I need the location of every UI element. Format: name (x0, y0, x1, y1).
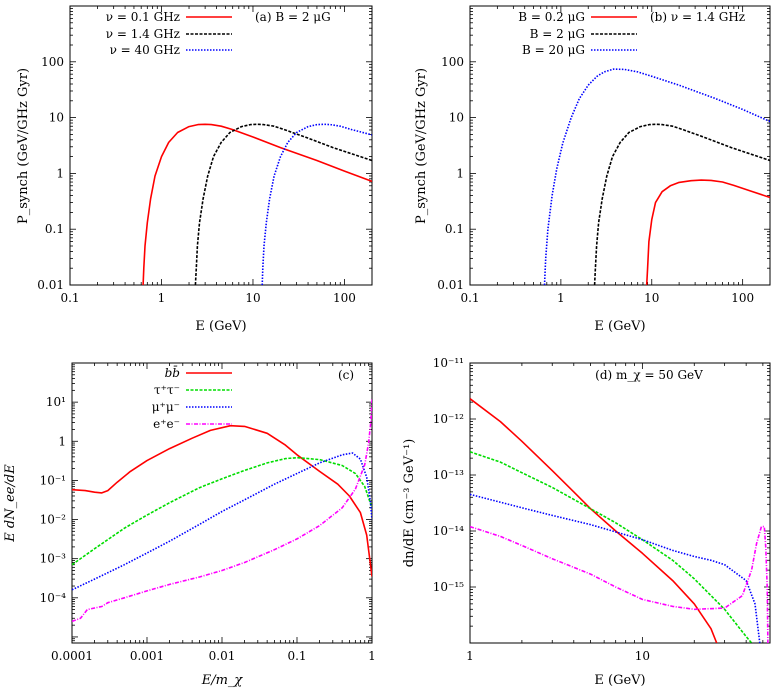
x-tick-label: 0.001 (130, 649, 164, 663)
series-line (72, 452, 372, 591)
y-tick-label: 1 (56, 166, 64, 180)
panel-title: (c) (338, 368, 354, 382)
x-tick-label: 1 (158, 291, 166, 305)
y-tick-label: 100 (441, 55, 464, 69)
y-tick-label: 1 (58, 434, 66, 448)
y-tick-label: 10 (49, 111, 64, 125)
x-axis-label: E/m_χ (201, 673, 244, 688)
x-tick-label: 1 (368, 649, 376, 663)
legend-label: ν = 40 GHz (110, 43, 180, 57)
y-tick-label: 100 (41, 55, 64, 69)
series-line (645, 179, 770, 285)
series-line (72, 424, 372, 577)
y-tick-label: 10⁻⁴ (40, 591, 67, 605)
panel-title: (b) ν = 1.4 GHz (650, 10, 745, 24)
plot-frame (69, 5, 373, 286)
y-tick-label: 0.1 (445, 222, 464, 236)
legend: B = 0.2 μG B = 2 μG B = 20 μG (518, 10, 637, 57)
y-tick-label: 0.01 (437, 278, 464, 292)
x-tick-label: 10 (644, 291, 659, 305)
y-tick-label: 0.01 (37, 278, 64, 292)
series-line (543, 68, 770, 285)
legend-label: μ⁺μ⁻ (152, 400, 180, 414)
panel-d: 1 10 10⁻¹⁵ 10⁻¹⁴ 10⁻¹³ 10⁻¹² 10⁻¹¹ (d) m_χ = 5… (402, 356, 771, 688)
panel-title: (d) m_χ = 50 GeV (595, 368, 703, 382)
series-line (72, 398, 372, 623)
y-tick-label: 10⁻¹¹ (433, 356, 464, 370)
y-axis-label: P_synch (GeV/GHz Gyr) (414, 68, 429, 224)
legend-label: B = 2 μG (530, 27, 585, 41)
legend: bb̄ τ⁺τ⁻ μ⁺μ⁻ e⁺e⁻ (152, 364, 232, 431)
x-tick-label: 0.1 (287, 649, 306, 663)
x-axis-label: E (GeV) (594, 673, 645, 688)
panel-title: (a) B = 2 μG (255, 10, 331, 24)
x-tick-label: 0.0001 (51, 649, 93, 663)
y-tick-label: 10⁻¹ (40, 473, 66, 487)
series-line (593, 123, 770, 285)
x-tick-label: 1 (466, 649, 474, 663)
series-line (142, 123, 372, 285)
y-tick-label: 10⁻³ (40, 552, 67, 566)
y-axis-label: dn/dE (cm⁻³ GeV⁻¹) (402, 439, 417, 568)
x-axis-label: E (GeV) (195, 319, 246, 334)
series-line (72, 456, 372, 566)
plot-frame (469, 362, 771, 644)
x-tick-label: 0.01 (209, 649, 236, 663)
panel-c: 0.0001 0.001 0.01 0.1 110⁻⁴10⁻³10⁻²10⁻¹110¹ … (3, 362, 376, 688)
y-tick-label: 10¹ (46, 395, 66, 409)
y-tick-label: 10 (449, 111, 464, 125)
y-tick-label: 10⁻¹⁴ (433, 524, 464, 538)
legend-label: ν = 1.4 GHz (106, 27, 180, 41)
x-tick-label: 100 (731, 291, 754, 305)
x-tick-label: 0.1 (460, 291, 479, 305)
legend-label: e⁺e⁻ (153, 417, 180, 431)
x-tick-label: 10 (635, 649, 650, 663)
plot-frame (71, 362, 373, 644)
y-axis-label: E dN_ee/dE (3, 464, 18, 543)
legend: ν = 0.1 GHz ν = 1.4 GHz ν = 40 GHz (106, 10, 232, 57)
plot-frame (469, 5, 771, 286)
x-tick-label: 10 (245, 291, 260, 305)
series-line (470, 493, 761, 643)
x-tick-label: 100 (333, 291, 356, 305)
y-tick-label: 10⁻¹³ (433, 468, 464, 482)
y-tick-label: 0.1 (45, 222, 64, 236)
legend-label: ν = 0.1 GHz (106, 10, 180, 24)
y-axis-label: P_synch (GeV/GHz Gyr) (16, 68, 31, 224)
series-line (470, 525, 769, 643)
series-line (261, 123, 372, 285)
series-line (470, 398, 718, 643)
y-tick-label: 1 (456, 166, 464, 180)
legend-label: B = 0.2 μG (518, 10, 585, 24)
y-tick-label: 10⁻¹⁵ (433, 580, 464, 594)
legend-label: τ⁺τ⁻ (154, 383, 180, 397)
x-tick-label: 1 (557, 291, 565, 305)
legend-label: bb̄ (165, 364, 180, 380)
series-line (470, 451, 753, 643)
legend-label: B = 20 μG (522, 43, 585, 57)
x-tick-label: 0.1 (60, 291, 79, 305)
y-tick-label: 10⁻¹² (433, 412, 464, 426)
x-axis-label: E (GeV) (594, 319, 645, 334)
y-tick-label: 10⁻² (40, 513, 67, 527)
